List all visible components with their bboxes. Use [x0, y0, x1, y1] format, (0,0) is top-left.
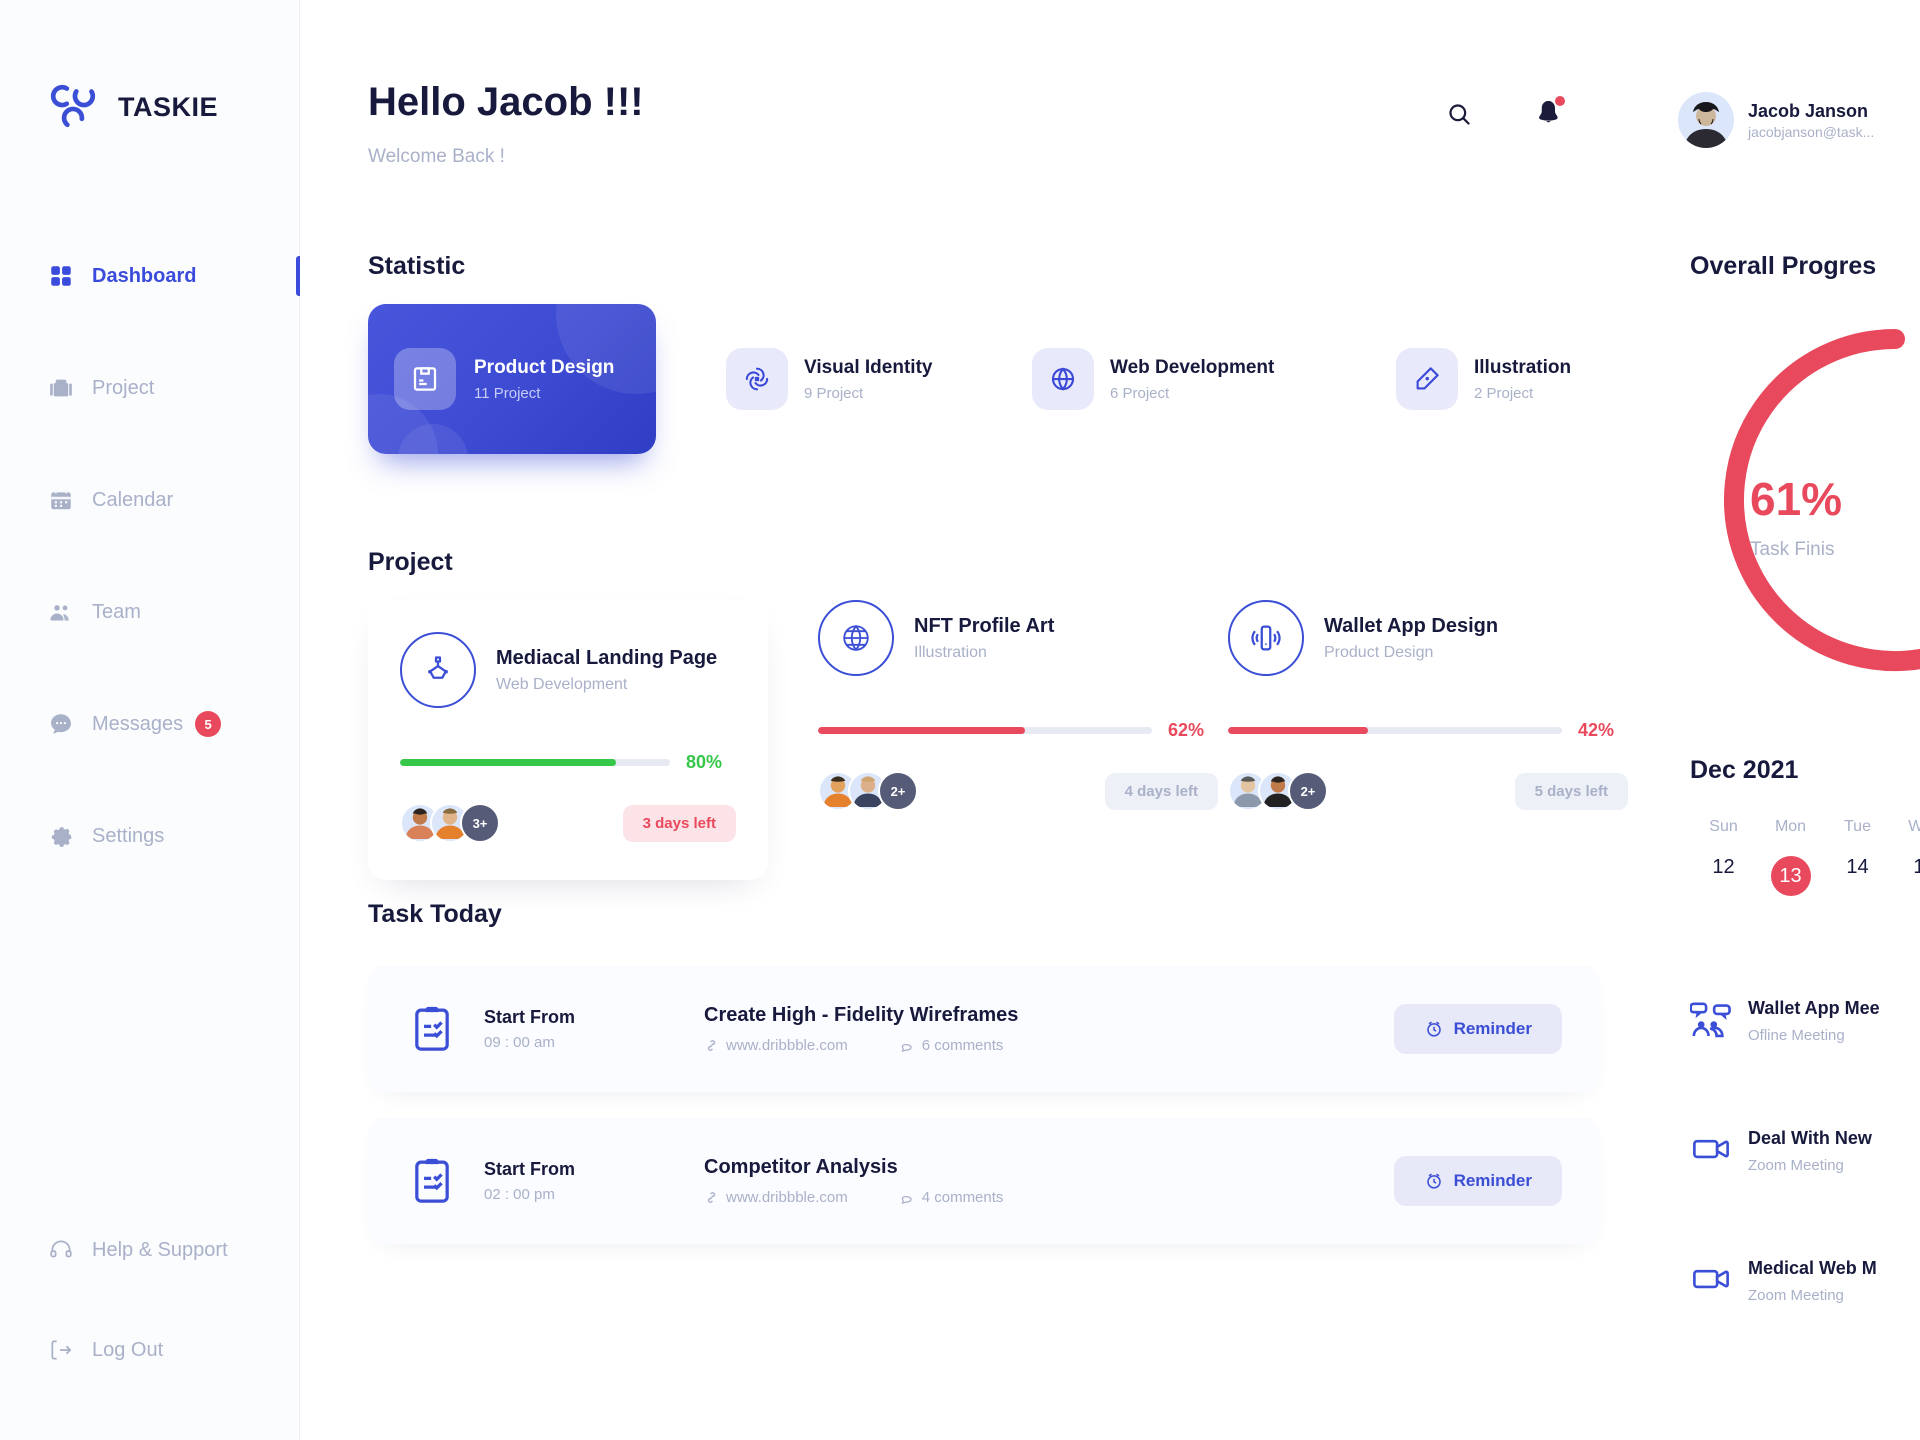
svg-text:Task Finis: Task Finis — [1750, 539, 1834, 560]
svg-text:61%: 61% — [1750, 473, 1842, 525]
